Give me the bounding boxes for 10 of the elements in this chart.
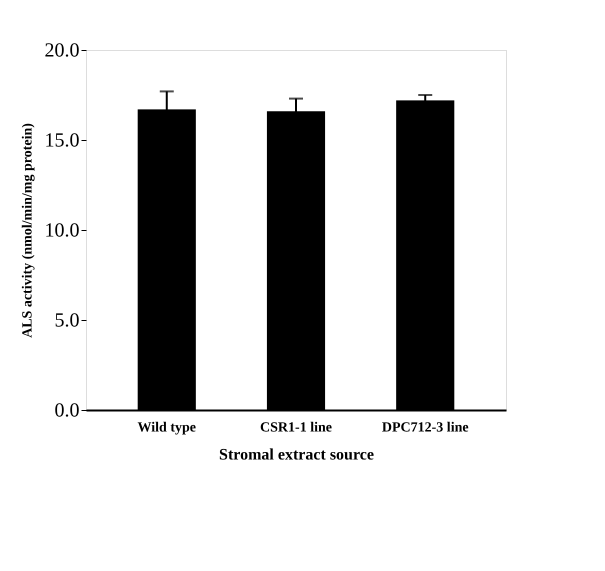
x-tick-label: CSR1-1 line xyxy=(260,420,332,436)
y-tick-label: 15.0 xyxy=(44,130,80,152)
y-tick-label: 10.0 xyxy=(44,220,80,242)
x-tick-label: Wild type xyxy=(138,420,196,436)
y-axis-title: ALS activity (nmol/min/mg protein) xyxy=(20,122,36,338)
x-tick-label: DPC712-3 line xyxy=(382,420,469,436)
y-tick-label: 5.0 xyxy=(54,310,80,332)
y-tick-label: 0.0 xyxy=(54,400,80,422)
x-axis-title: Stromal extract source xyxy=(219,446,374,464)
y-tick-label: 20.0 xyxy=(44,40,80,62)
